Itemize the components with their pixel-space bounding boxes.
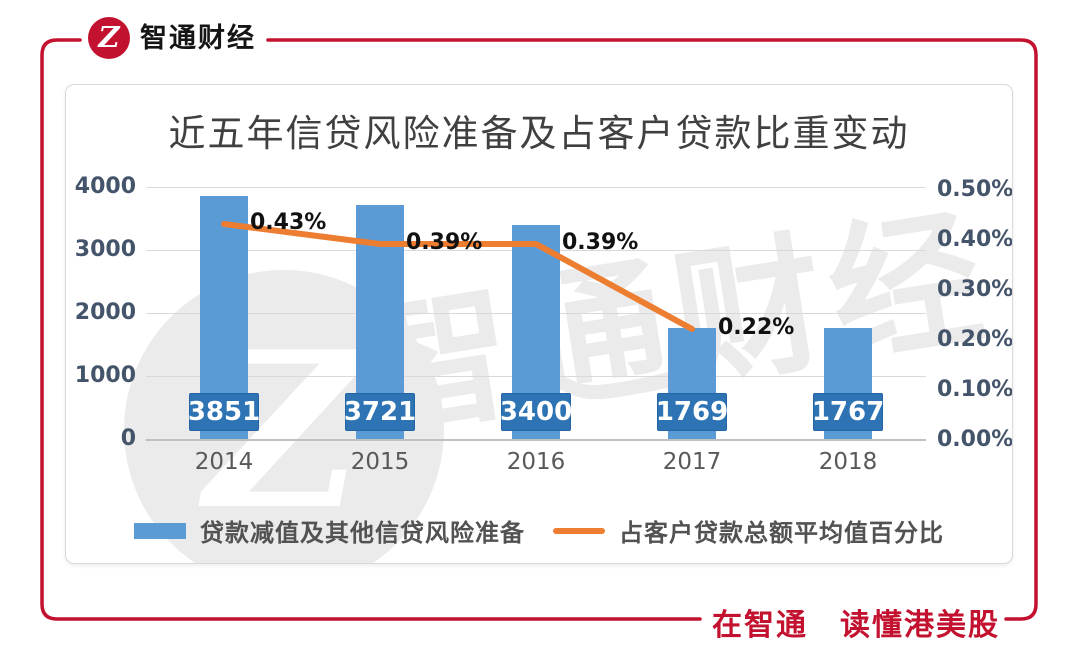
legend-line-swatch-icon <box>553 527 605 534</box>
slogan-text: 在智通 读懂港美股 <box>712 608 1000 643</box>
right-axis-tick: 0.00% <box>937 427 1013 452</box>
bar-value-label: 3400 <box>500 393 572 431</box>
bar-value-label: 1767 <box>812 393 884 431</box>
chart-title: 近五年信贷风险准备及占客户贷款比重变动 <box>168 112 910 155</box>
left-axis-tick: 4000 <box>74 174 136 199</box>
left-axis-tick: 1000 <box>74 363 136 388</box>
pct-point-label: 0.39% <box>406 230 483 255</box>
x-axis-label-2017: 2017 <box>662 449 722 475</box>
logo-z-monogram: Z <box>98 19 120 54</box>
right-axis-tick: 0.20% <box>937 327 1013 352</box>
right-axis-tick: 0.10% <box>937 377 1013 402</box>
x-axis-label-2015: 2015 <box>350 449 410 475</box>
x-axis-label-2016: 2016 <box>506 449 566 475</box>
bar-value-label: 1769 <box>656 393 728 431</box>
right-axis-tick: 0.50% <box>937 177 1013 202</box>
bar-value-label: 3851 <box>188 393 260 431</box>
chart-panel: Z 智通财经 近五年信贷风险准备及占客户贷款比重变动 4000 3000 200… <box>65 84 1013 564</box>
x-axis-line <box>146 439 926 441</box>
pct-point-label: 0.22% <box>718 315 795 340</box>
legend-bar-label: 贷款减值及其他信贷风险准备 <box>200 519 525 547</box>
x-axis-label-2014: 2014 <box>194 449 254 475</box>
pct-point-label: 0.39% <box>562 230 639 255</box>
x-axis-label-2018: 2018 <box>818 449 878 475</box>
right-axis-tick: 0.30% <box>937 277 1013 302</box>
legend-line-label: 占客户贷款总额平均值百分比 <box>619 519 944 547</box>
pct-point-label: 0.43% <box>250 210 327 235</box>
left-axis-tick: 3000 <box>74 237 136 262</box>
legend-bar-swatch-icon <box>134 522 186 539</box>
left-axis-tick: 2000 <box>74 300 136 325</box>
brand-name: 智通财经 <box>140 23 256 54</box>
bar-value-label: 3721 <box>344 393 416 431</box>
brand-logo-icon: Z <box>88 17 130 59</box>
right-axis-tick: 0.40% <box>937 227 1013 252</box>
left-axis-tick: 0 <box>120 426 136 451</box>
legend: 贷款减值及其他信贷风险准备 占客户贷款总额平均值百分比 <box>66 513 1012 548</box>
gridline-4000 <box>146 187 926 188</box>
